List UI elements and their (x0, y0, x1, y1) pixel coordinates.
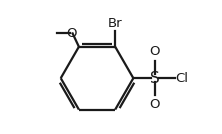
Text: O: O (150, 45, 160, 58)
Text: Cl: Cl (175, 72, 188, 85)
Text: S: S (150, 71, 160, 86)
Text: O: O (66, 27, 76, 40)
Text: Br: Br (108, 17, 123, 30)
Text: O: O (150, 98, 160, 111)
